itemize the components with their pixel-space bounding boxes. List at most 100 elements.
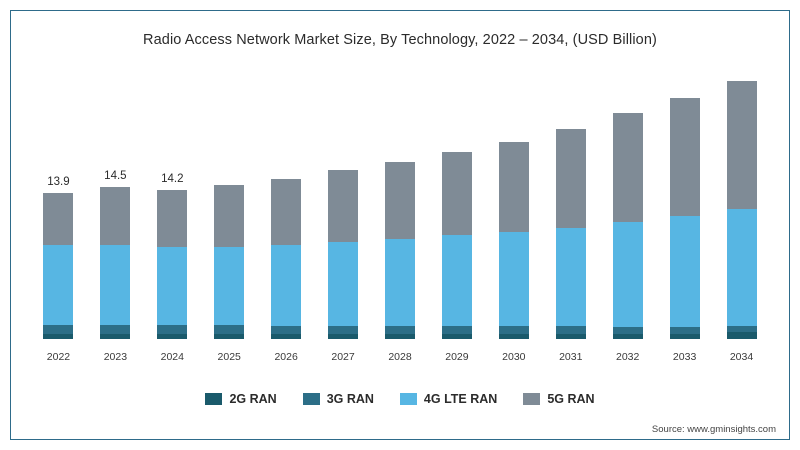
bar-segment-4g-lte-ran — [328, 242, 359, 326]
legend-swatch-icon — [399, 393, 417, 405]
bar-segment-3g-ran — [271, 325, 302, 335]
bar-segment-2g-ran — [669, 333, 700, 339]
bar-segment-5g-ran — [157, 190, 188, 247]
x-axis-label-2026: 2026 — [274, 351, 298, 363]
source-attribution: Source: www.gminsights.com — [651, 424, 776, 435]
x-axis-label-2024: 2024 — [160, 351, 184, 363]
bar-2030[interactable] — [498, 142, 529, 339]
x-axis-label-2034: 2034 — [729, 351, 754, 363]
bar-segment-3g-ran — [43, 324, 74, 335]
bar-segment-3g-ran — [555, 326, 586, 335]
legend-item-2g-ran[interactable]: 2G RAN — [205, 392, 277, 406]
legend-label: 4G LTE RAN — [423, 392, 498, 406]
x-axis-label-2033: 2033 — [672, 351, 697, 363]
bar-2033[interactable] — [669, 97, 700, 339]
bar-segment-2g-ran — [328, 334, 359, 339]
bar-2026[interactable] — [271, 178, 302, 339]
bar-segment-4g-lte-ran — [157, 246, 188, 326]
bar-segment-4g-lte-ran — [214, 246, 245, 326]
bar-segment-4g-lte-ran — [441, 234, 472, 326]
bar-segment-5g-ran — [43, 193, 74, 246]
bar-value-label-2023: 14.5 — [104, 170, 127, 183]
x-axis-label-2031: 2031 — [559, 351, 583, 363]
bar-value-label-2024: 14.2 — [161, 173, 184, 186]
bar-segment-3g-ran — [498, 326, 529, 335]
bar-segment-5g-ran — [271, 178, 302, 246]
bar-2031[interactable] — [555, 128, 586, 339]
x-axis-label-2027: 2027 — [331, 351, 355, 363]
bar-segment-2g-ran — [612, 334, 643, 339]
bar-segment-3g-ran — [726, 325, 757, 333]
bar-segment-3g-ran — [385, 325, 415, 335]
bar-2029[interactable] — [441, 152, 472, 339]
legend-label: 2G RAN — [229, 392, 277, 406]
bar-2028[interactable] — [385, 162, 415, 339]
bar-segment-2g-ran — [271, 334, 302, 339]
bar-2032[interactable] — [612, 113, 643, 339]
legend-swatch-icon — [523, 393, 541, 405]
bar-segment-5g-ran — [328, 170, 359, 243]
bar-segment-3g-ran — [328, 325, 359, 335]
chart-title: Radio Access Network Market Size, By Tec… — [143, 32, 657, 48]
legend-swatch-icon — [205, 393, 223, 405]
bar-segment-4g-lte-ran — [43, 245, 74, 325]
bar-segment-4g-lte-ran — [385, 239, 415, 326]
bars-container — [30, 72, 770, 339]
bar-segment-2g-ran — [726, 332, 757, 339]
bar-segment-5g-ran — [214, 185, 245, 247]
chart-legend: 2G RAN 3G RAN 4G LTE RAN 5G RAN — [0, 392, 800, 406]
bar-segment-3g-ran — [214, 325, 245, 335]
bar-segment-3g-ran — [441, 325, 472, 335]
x-axis-label-2025: 2025 — [217, 351, 241, 363]
legend-item-3g-ran[interactable]: 3G RAN — [302, 392, 374, 406]
bar-segment-5g-ran — [441, 152, 472, 235]
bar-segment-5g-ran — [498, 142, 529, 233]
bar-segment-4g-lte-ran — [555, 228, 586, 327]
bar-segment-2g-ran — [157, 334, 188, 339]
legend-item-4g-lte-ran[interactable]: 4G LTE RAN — [399, 392, 498, 406]
bar-segment-5g-ran — [726, 80, 757, 209]
bar-segment-4g-lte-ran — [726, 208, 757, 326]
legend-item-5g-ran[interactable]: 5G RAN — [523, 392, 595, 406]
x-axis-label-2028: 2028 — [388, 351, 412, 363]
legend-swatch-icon — [302, 393, 320, 405]
x-axis-label-2029: 2029 — [445, 351, 469, 363]
bar-segment-3g-ran — [612, 326, 643, 335]
bar-segment-3g-ran — [157, 325, 188, 335]
bar-segment-5g-ran — [385, 162, 415, 240]
chart-border — [10, 10, 790, 440]
bar-2027[interactable] — [328, 170, 359, 339]
bar-segment-2g-ran — [214, 334, 245, 339]
plot-area: 2022 13.9 2023 14.5 2024 14.2 2025 2026 2027 2028… — [30, 72, 770, 367]
bar-value-label-2022: 13.9 — [47, 176, 70, 189]
bar-2025[interactable] — [214, 185, 245, 339]
legend-label: 3G RAN — [326, 392, 374, 406]
bar-segment-4g-lte-ran — [498, 232, 529, 327]
bar-2034[interactable] — [726, 80, 757, 339]
bar-segment-5g-ran — [555, 128, 586, 229]
bar-segment-4g-lte-ran — [100, 245, 131, 325]
x-axis-label-2032: 2032 — [616, 351, 640, 363]
bar-segment-3g-ran — [100, 324, 131, 335]
legend-label: 5G RAN — [547, 392, 595, 406]
bar-2022[interactable] — [43, 193, 74, 339]
bar-segment-2g-ran — [441, 334, 472, 339]
x-axis-label-2023: 2023 — [103, 351, 128, 363]
bar-2023[interactable] — [100, 187, 131, 339]
bar-2024[interactable] — [157, 190, 188, 339]
bar-segment-2g-ran — [385, 334, 415, 339]
x-axis-label-2022: 2022 — [46, 351, 71, 363]
bar-segment-4g-lte-ran — [669, 215, 700, 327]
bar-segment-5g-ran — [669, 97, 700, 216]
bar-segment-4g-lte-ran — [612, 222, 643, 327]
bar-segment-2g-ran — [498, 334, 529, 339]
bar-segment-4g-lte-ran — [271, 245, 302, 326]
bar-segment-2g-ran — [555, 334, 586, 339]
bar-segment-2g-ran — [43, 334, 74, 339]
bar-segment-5g-ran — [612, 113, 643, 223]
bar-segment-5g-ran — [100, 187, 131, 246]
bar-segment-2g-ran — [100, 334, 131, 339]
bar-segment-3g-ran — [669, 326, 700, 334]
x-axis-label-2030: 2030 — [502, 351, 526, 363]
